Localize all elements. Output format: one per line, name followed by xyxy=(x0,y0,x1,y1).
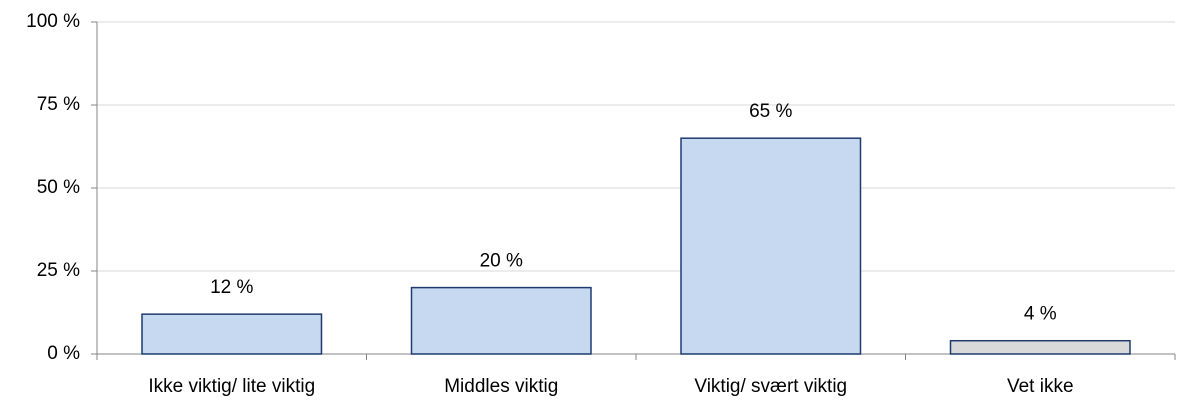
value-label: 20 % xyxy=(480,251,523,272)
bar xyxy=(949,339,1131,355)
y-tick-label: 0 % xyxy=(47,343,80,364)
value-label: 65 % xyxy=(749,101,792,122)
x-tick-label: Ikke viktig/ lite viktig xyxy=(148,376,315,397)
bar xyxy=(680,137,862,355)
x-tick-label: Middles viktig xyxy=(444,376,558,397)
value-label: 4 % xyxy=(1024,304,1057,325)
y-tick-label: 25 % xyxy=(37,260,80,281)
y-tick-label: 75 % xyxy=(37,94,80,115)
bar xyxy=(410,286,592,355)
y-tick-label: 100 % xyxy=(26,11,80,32)
x-tick-label: Viktig/ svært viktig xyxy=(694,376,847,397)
bar xyxy=(141,313,323,355)
value-label: 12 % xyxy=(210,277,253,298)
x-tick-label: Vet ikke xyxy=(1007,376,1074,397)
y-tick-label: 50 % xyxy=(37,177,80,198)
